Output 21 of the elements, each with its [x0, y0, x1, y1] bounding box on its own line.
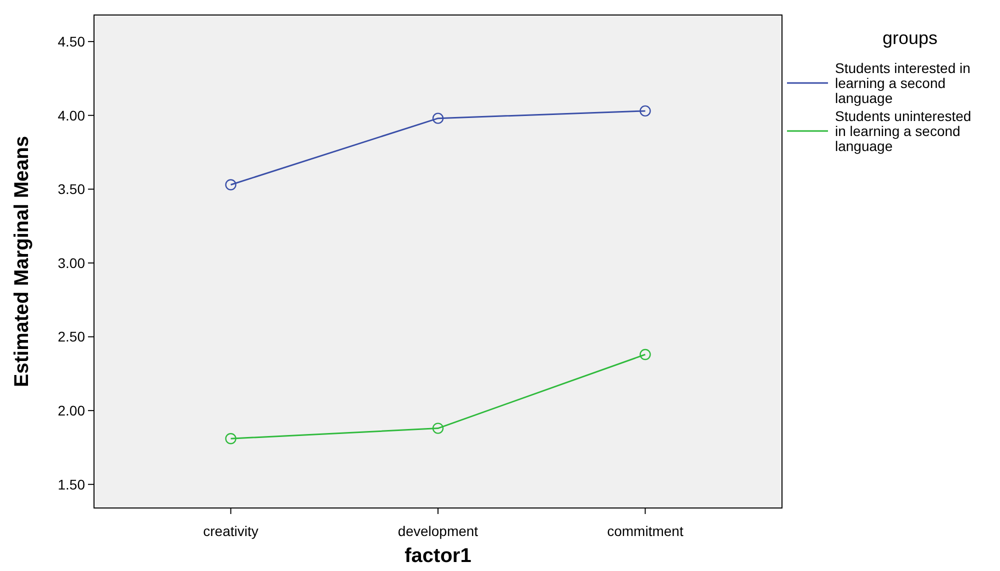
legend-label: Students uninterested in learning a second language	[835, 108, 972, 154]
x-tick-label: creativity	[203, 523, 258, 539]
point	[432, 422, 444, 434]
x-tick-label: development	[398, 523, 478, 539]
y-axis-title: Estimated Marginal Means	[11, 136, 33, 388]
point	[225, 179, 236, 190]
y-tick-label: 3.50	[58, 181, 86, 198]
y-tick-label: 1.50	[58, 476, 86, 492]
legend-label: Students interested in learning a second language	[835, 60, 970, 106]
point	[640, 105, 651, 117]
y-tick-label: 4.00	[58, 107, 86, 124]
y-tick-label: 2.50	[58, 328, 86, 345]
y-tick-label: 3.00	[58, 254, 86, 271]
x-axis-title: factor1	[404, 545, 472, 567]
y-tick-label: 2.00	[58, 402, 86, 418]
legend-title: groups	[882, 28, 938, 48]
y-tick-label: 4.50	[58, 33, 86, 50]
point	[432, 112, 444, 124]
point	[225, 433, 236, 444]
point	[640, 348, 651, 360]
x-tick-label: commitment	[607, 523, 684, 539]
